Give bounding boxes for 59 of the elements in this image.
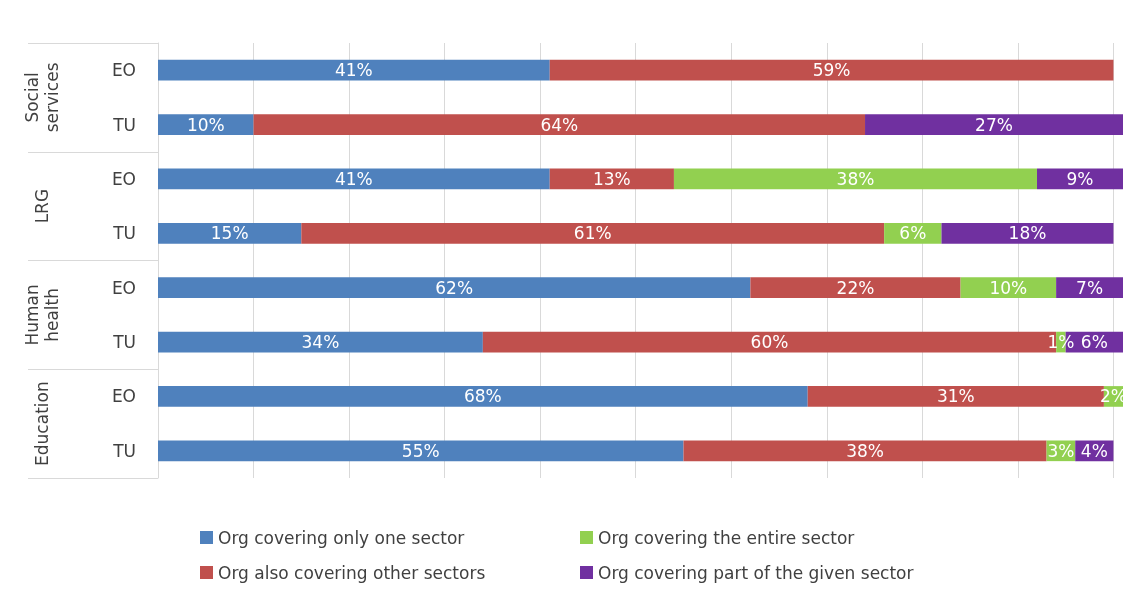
bar [158, 386, 808, 407]
data-label: 6% [1080, 332, 1108, 353]
data-label: 68% [463, 386, 502, 407]
data-label: 60% [750, 332, 789, 353]
y-tick-label: EO [111, 168, 136, 189]
legend-label: Org also covering other sectors [218, 562, 486, 583]
bar [158, 222, 302, 244]
bar [750, 277, 961, 299]
data-label: 59% [812, 60, 851, 81]
bar [865, 114, 1123, 135]
data-label: 61% [573, 223, 612, 244]
y-tick-label: TU [112, 114, 136, 135]
data-label: 38% [846, 440, 884, 461]
y-tick-label: EO [111, 60, 136, 81]
data-label: 15% [210, 223, 249, 244]
data-label: 6% [899, 223, 927, 244]
data-label: 38% [836, 168, 875, 189]
y-tick-label: TU [112, 223, 136, 244]
bar [549, 59, 1114, 81]
legend-label: Org covering the entire sector [598, 527, 855, 548]
bar [158, 114, 254, 135]
data-label: 27% [975, 114, 1013, 135]
data-label: 62% [435, 277, 474, 298]
data-label: 10% [186, 114, 225, 135]
legend-label: Org covering part of the given sector [598, 562, 914, 583]
bar [673, 168, 1038, 190]
bar [158, 59, 550, 81]
bar [1056, 277, 1123, 299]
data-label: 10% [989, 277, 1028, 298]
bar [253, 114, 866, 135]
bar [158, 440, 684, 462]
legend-label: Org covering only one sector [218, 527, 465, 548]
data-label: 18% [1008, 223, 1047, 244]
bar [941, 222, 1114, 244]
data-label: 64% [540, 114, 579, 135]
data-label: 55% [401, 440, 440, 461]
bar [301, 222, 885, 244]
text: Education [32, 381, 52, 466]
text: LRG [32, 188, 52, 224]
data-label: 34% [301, 332, 340, 353]
data-label: 13% [592, 168, 631, 189]
data-label: 41% [334, 168, 373, 189]
y-tick-label: TU [112, 332, 136, 353]
bar [158, 168, 550, 190]
bar [683, 440, 1047, 462]
data-label: 3% [1047, 440, 1075, 461]
text: Human health [22, 284, 62, 346]
data-label: 22% [836, 277, 875, 298]
data-label: 7% [1076, 277, 1104, 298]
y-tick-label: TU [112, 440, 136, 461]
data-label: 4% [1080, 440, 1108, 461]
bar [158, 277, 751, 299]
y-tick-label: EO [111, 277, 136, 298]
data-label: 9% [1066, 168, 1094, 189]
data-label: 41% [334, 60, 373, 81]
data-label: 31% [936, 386, 975, 407]
text: Social services [22, 62, 62, 133]
y-tick-label: EO [111, 386, 136, 407]
bar [158, 331, 483, 353]
